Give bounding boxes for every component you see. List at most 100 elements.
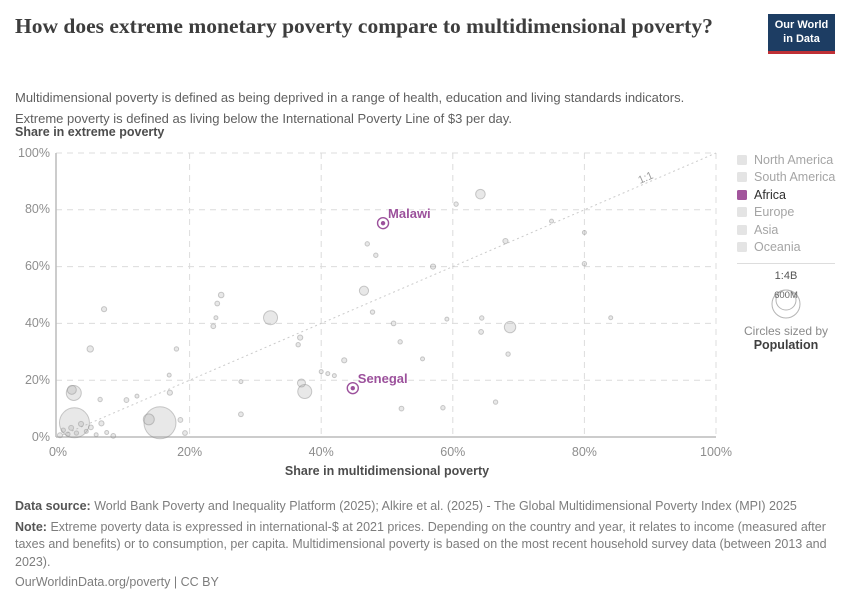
legend-item-label: Europe: [754, 205, 795, 220]
legend-item-south-america[interactable]: South America: [737, 169, 842, 187]
bubble[interactable]: [110, 432, 117, 439]
bubble[interactable]: [398, 405, 405, 412]
size-legend-caption-bold: Population: [753, 338, 819, 352]
bubble[interactable]: [420, 356, 426, 362]
bubble[interactable]: [217, 291, 225, 299]
bubble[interactable]: [479, 315, 485, 321]
bubble[interactable]: [297, 384, 313, 400]
bubble[interactable]: [296, 378, 306, 388]
x-tick-label: 80%: [571, 445, 597, 459]
bubble[interactable]: [238, 411, 244, 418]
bubble[interactable]: [93, 432, 99, 438]
bubble[interactable]: [86, 345, 94, 353]
logo-line-2: in Data: [783, 33, 820, 46]
bubble[interactable]: [166, 389, 173, 396]
size-legend-circles: 600M: [737, 282, 835, 322]
bubble[interactable]: [238, 379, 244, 385]
bubble[interactable]: [373, 252, 379, 258]
focus-dot[interactable]: [380, 220, 386, 226]
legend-item-oceania[interactable]: Oceania: [737, 239, 842, 257]
focus-ring[interactable]: [346, 381, 359, 395]
bubble[interactable]: [60, 427, 66, 433]
bubble[interactable]: [98, 420, 105, 427]
bubble[interactable]: [173, 346, 180, 352]
subtitle-line-1: Multidimensional poverty is defined as b…: [15, 90, 685, 105]
bubble[interactable]: [65, 384, 82, 401]
bubble[interactable]: [492, 399, 499, 405]
bubble[interactable]: [73, 430, 80, 436]
y-tick-label: 20%: [24, 372, 50, 387]
bubble[interactable]: [505, 351, 511, 357]
bubble[interactable]: [390, 320, 397, 327]
bubble[interactable]: [364, 241, 370, 247]
bubble[interactable]: [581, 230, 587, 236]
legend-item-label: Oceania: [754, 240, 801, 255]
owid-logo[interactable]: Our World in Data: [768, 14, 835, 54]
bubble[interactable]: [182, 430, 188, 436]
bubble[interactable]: [143, 406, 177, 440]
bubble[interactable]: [83, 428, 89, 434]
bubble[interactable]: [123, 397, 130, 403]
bubble[interactable]: [65, 431, 71, 437]
chart-subtitle: Multidimensional poverty is defined as b…: [15, 88, 815, 130]
bubble[interactable]: [177, 417, 184, 423]
bubble[interactable]: [295, 342, 301, 348]
bubble[interactable]: [210, 323, 217, 330]
bubble[interactable]: [397, 339, 403, 345]
bubble[interactable]: [503, 320, 517, 334]
data-source-label: Data source:: [15, 499, 91, 513]
legend-item-europe[interactable]: Europe: [737, 204, 842, 222]
focus-ring[interactable]: [376, 216, 390, 230]
footer-link[interactable]: OurWorldinData.org/poverty | CC BY: [15, 575, 219, 589]
legend-item-africa[interactable]: Africa: [737, 186, 842, 204]
bubble[interactable]: [358, 285, 370, 296]
bubble[interactable]: [97, 396, 103, 403]
bubble[interactable]: [369, 309, 376, 315]
bubble[interactable]: [325, 371, 331, 377]
bubble[interactable]: [142, 413, 155, 426]
bubble[interactable]: [608, 315, 614, 321]
bubble[interactable]: [475, 188, 486, 200]
bubble[interactable]: [549, 218, 554, 224]
bubble[interactable]: [213, 315, 219, 321]
bubble[interactable]: [68, 424, 75, 431]
bubble[interactable]: [166, 372, 172, 378]
size-legend-caption: Circles sized by: [743, 324, 829, 338]
bubble[interactable]: [104, 429, 110, 435]
bubble[interactable]: [478, 329, 484, 335]
bubble[interactable]: [88, 424, 94, 431]
bubble[interactable]: [331, 373, 337, 379]
data-source-text: World Bank Poverty and Inequality Platfo…: [94, 499, 797, 513]
bubble[interactable]: [297, 334, 304, 341]
bubble[interactable]: [263, 310, 279, 326]
country-label-senegal[interactable]: Senegal: [357, 370, 408, 386]
note-line: Note: Extreme poverty data is expressed …: [15, 519, 837, 572]
bubble[interactable]: [341, 357, 348, 364]
legend-item-label: North America: [754, 152, 834, 167]
bubble[interactable]: [429, 263, 437, 270]
bubble[interactable]: [444, 316, 450, 322]
legend-item-north-america[interactable]: North America: [737, 151, 842, 169]
bubble[interactable]: [440, 405, 446, 411]
focus-dot[interactable]: [350, 385, 355, 391]
bubble[interactable]: [100, 306, 108, 313]
y-tick-label: 100%: [18, 145, 50, 160]
bubble[interactable]: [134, 393, 140, 399]
bubble[interactable]: [77, 420, 85, 428]
note-text: Extreme poverty data is expressed in int…: [15, 519, 827, 569]
bubble[interactable]: [66, 384, 77, 395]
bubble[interactable]: [56, 432, 63, 439]
note-label: Note:: [15, 519, 47, 534]
bubble[interactable]: [581, 261, 588, 267]
country-label-malawi[interactable]: Malawi: [388, 205, 431, 221]
legend-item-asia[interactable]: Asia: [737, 221, 842, 239]
page-title: How does extreme monetary poverty compar…: [15, 14, 713, 38]
bubble[interactable]: [502, 237, 509, 245]
bubble[interactable]: [214, 300, 221, 307]
subtitle-line-2: Extreme poverty is defined as living bel…: [15, 110, 512, 126]
bubble[interactable]: [58, 407, 90, 439]
bubble[interactable]: [453, 201, 459, 207]
bubble[interactable]: [318, 369, 324, 375]
x-tick-label: 40%: [308, 445, 334, 459]
